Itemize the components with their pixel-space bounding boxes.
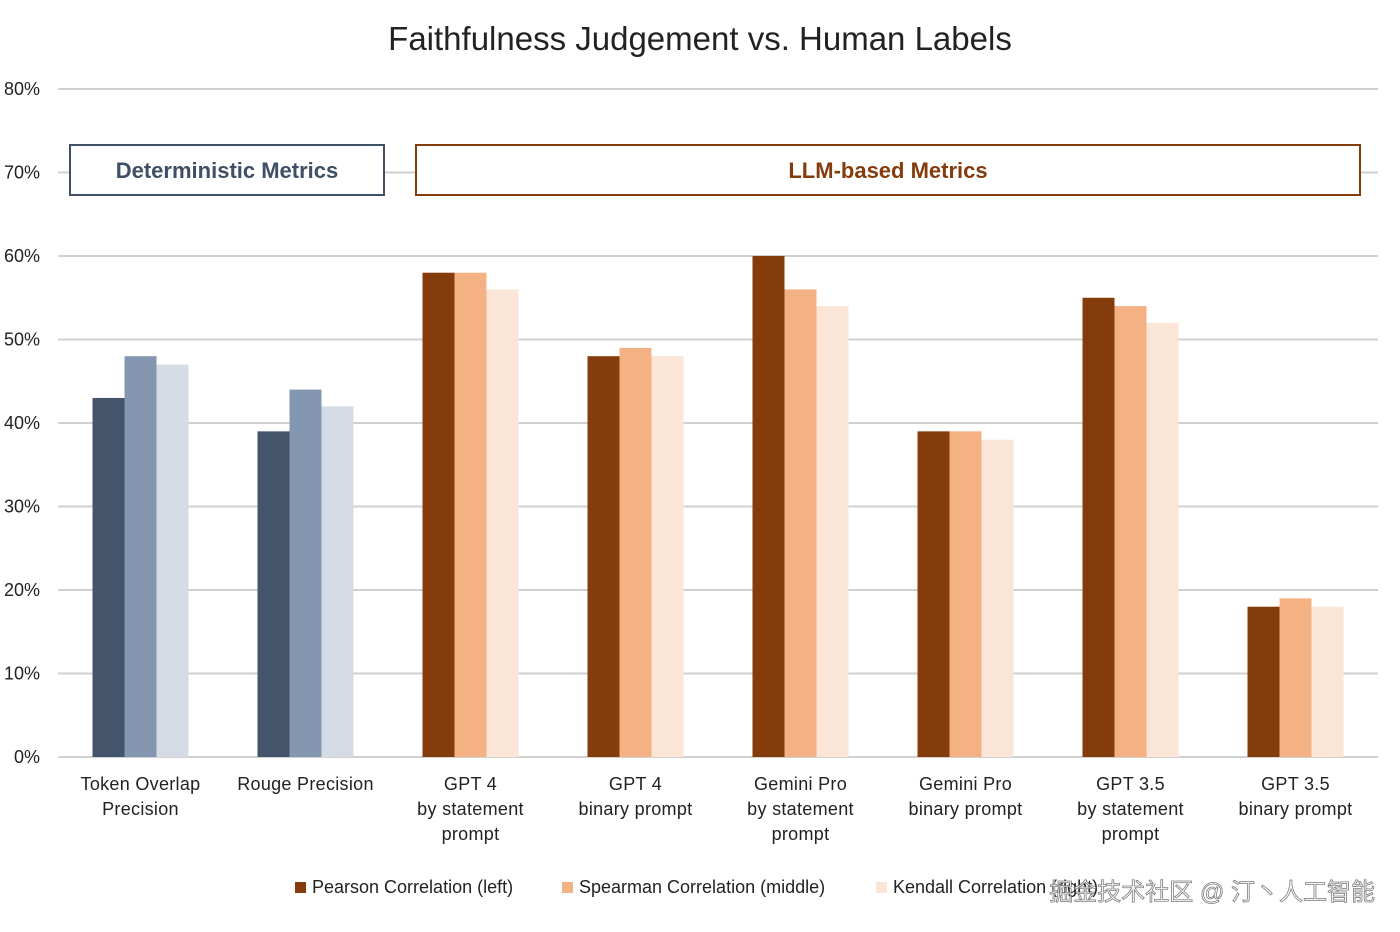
y-tick-label: 40% — [4, 413, 40, 433]
x-tick-label: Gemini Pro — [919, 774, 1012, 794]
bar — [257, 431, 290, 757]
bar — [587, 356, 620, 757]
legend-label: Kendall Correlation (right) — [893, 877, 1098, 897]
bar — [156, 364, 189, 757]
x-tick-label: GPT 3.5 — [1261, 774, 1330, 794]
bars — [92, 256, 1344, 757]
y-tick-label: 0% — [14, 747, 40, 767]
bar — [981, 439, 1014, 757]
x-tick-label: binary prompt — [909, 799, 1023, 819]
x-tick-label: by statement — [747, 799, 854, 819]
bar — [454, 272, 487, 757]
x-tick-label: prompt — [772, 824, 830, 844]
legend-swatch — [876, 882, 887, 893]
x-tick-label: GPT 3.5 — [1096, 774, 1165, 794]
x-tick-label: by statement — [417, 799, 524, 819]
y-tick-label: 20% — [4, 580, 40, 600]
bar — [1279, 598, 1312, 757]
y-tick-label: 10% — [4, 664, 40, 684]
watermark: 掘金技术社区 @ 汀丶人工智能 — [1049, 879, 1375, 906]
y-tick-label: 30% — [4, 497, 40, 517]
x-axis-labels: Token Overlap Precision Rouge Precision GPT… — [81, 774, 1353, 844]
bar — [92, 397, 125, 757]
bar — [486, 289, 519, 757]
bar — [422, 272, 455, 757]
x-tick-label: GPT 4 — [444, 774, 497, 794]
group-annotations: Deterministic Metrics LLM-based Metrics — [69, 144, 1361, 196]
x-tick-label: binary prompt — [579, 799, 693, 819]
y-tick-label: 80% — [4, 79, 40, 99]
bar — [619, 347, 652, 757]
legend-label: Spearman Correlation (middle) — [579, 877, 825, 897]
group-label: LLM-based Metrics — [788, 158, 987, 183]
bar — [1114, 306, 1147, 757]
bar — [1247, 606, 1280, 757]
x-tick-label: Gemini Pro — [754, 774, 847, 794]
bar — [651, 356, 684, 757]
x-tick-label: Rouge Precision — [237, 774, 374, 794]
chart-title: Faithfulness Judgement vs. Human Labels — [388, 20, 1012, 57]
group-box — [69, 144, 385, 196]
y-tick-label: 50% — [4, 330, 40, 350]
x-tick-label: Precision — [102, 799, 179, 819]
y-axis-ticks: 0% 10% 20% 30% 40% 50% 60% 70% 80% — [4, 79, 40, 767]
x-tick-label: prompt — [442, 824, 500, 844]
bar — [1082, 297, 1115, 757]
bar — [289, 389, 322, 757]
legend-label: Pearson Correlation (left) — [312, 877, 513, 897]
x-tick-label: Token Overlap — [81, 774, 201, 794]
bar — [1311, 606, 1344, 757]
y-tick-label: 60% — [4, 246, 40, 266]
bar — [1146, 322, 1179, 757]
group-box — [415, 144, 1361, 196]
bar — [816, 306, 849, 757]
x-tick-label: GPT 4 — [609, 774, 662, 794]
bar — [784, 289, 817, 757]
legend: Pearson Correlation (left) Spearman Corre… — [295, 877, 1098, 897]
bar — [917, 431, 950, 757]
y-tick-label: 70% — [4, 163, 40, 183]
bar — [752, 256, 785, 757]
x-tick-label: prompt — [1102, 824, 1160, 844]
group-label: Deterministic Metrics — [116, 158, 339, 183]
legend-swatch — [295, 882, 306, 893]
x-tick-label: by statement — [1077, 799, 1184, 819]
bar — [124, 356, 157, 757]
bar — [321, 406, 354, 757]
x-tick-label: binary prompt — [1239, 799, 1353, 819]
bar — [949, 431, 982, 757]
legend-swatch — [562, 882, 573, 893]
